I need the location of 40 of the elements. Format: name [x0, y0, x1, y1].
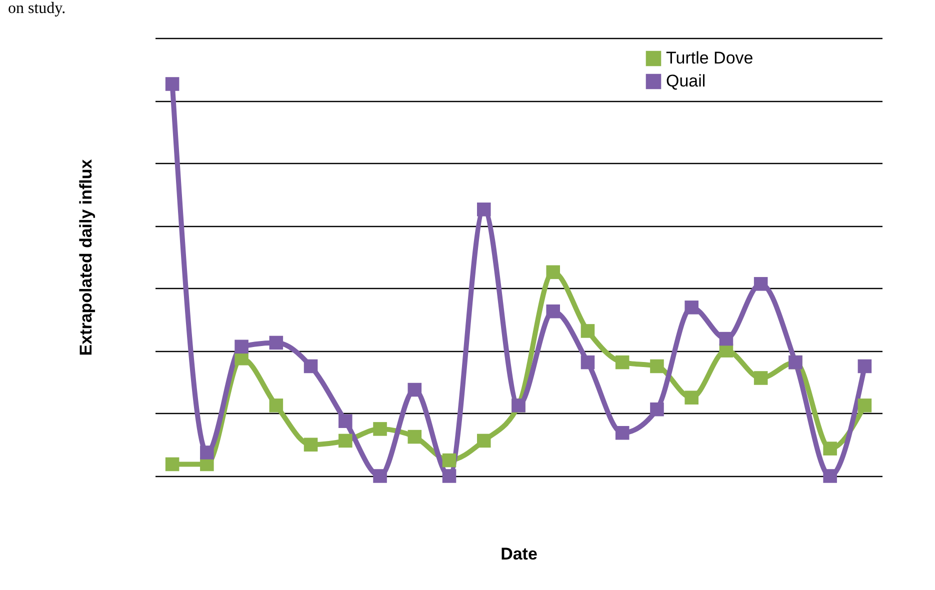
point — [719, 332, 734, 346]
point — [234, 340, 248, 354]
point — [476, 434, 491, 448]
point — [200, 446, 214, 460]
point — [754, 277, 768, 291]
point — [858, 398, 872, 412]
legend-label: Quail — [666, 72, 706, 90]
point — [269, 336, 284, 350]
y-axis-title: Extrapolated daily influx — [76, 158, 96, 356]
point — [858, 359, 872, 374]
point — [373, 422, 387, 436]
point — [442, 453, 456, 468]
text: on study. — [8, 0, 66, 18]
point — [615, 426, 630, 440]
point — [823, 469, 837, 483]
point — [546, 304, 560, 318]
point — [408, 382, 422, 397]
point — [442, 469, 456, 483]
point — [580, 355, 595, 370]
point — [580, 324, 595, 338]
point — [165, 77, 180, 91]
point — [269, 398, 284, 412]
point — [338, 414, 352, 428]
point — [684, 300, 698, 314]
point — [476, 202, 491, 216]
point — [546, 265, 560, 280]
point — [338, 434, 352, 448]
point — [408, 430, 422, 444]
point — [684, 390, 698, 404]
point — [650, 359, 664, 374]
point — [650, 402, 664, 416]
point — [754, 371, 768, 385]
point — [373, 469, 387, 483]
point — [823, 442, 837, 456]
point — [165, 457, 180, 472]
point — [304, 438, 318, 452]
point — [615, 355, 630, 370]
legend-label: Turtle Dove — [666, 48, 754, 68]
point — [304, 359, 318, 374]
x-axis-title: Date — [500, 544, 538, 564]
